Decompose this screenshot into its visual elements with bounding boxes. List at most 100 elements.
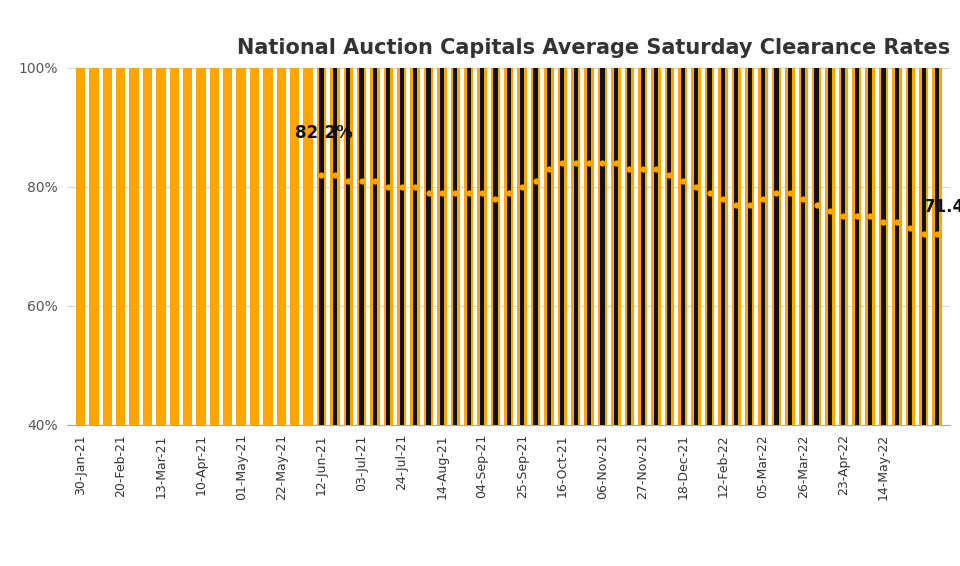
- Bar: [440, 0, 444, 424]
- Bar: [585, 0, 594, 424]
- Bar: [705, 0, 714, 424]
- Bar: [812, 0, 821, 424]
- Bar: [865, 0, 875, 424]
- Bar: [413, 0, 418, 424]
- Bar: [600, 0, 605, 424]
- Bar: [651, 0, 660, 424]
- Bar: [423, 0, 433, 424]
- Bar: [638, 0, 647, 424]
- Bar: [919, 0, 928, 424]
- Bar: [854, 0, 859, 424]
- Bar: [627, 0, 632, 424]
- Bar: [411, 0, 420, 424]
- Bar: [504, 0, 514, 424]
- Bar: [531, 0, 540, 424]
- Bar: [464, 0, 473, 424]
- Bar: [130, 0, 139, 424]
- Bar: [772, 0, 781, 424]
- Bar: [320, 0, 324, 424]
- Bar: [359, 0, 364, 424]
- Bar: [932, 0, 942, 424]
- Bar: [694, 0, 698, 424]
- Bar: [640, 0, 645, 424]
- Bar: [841, 0, 846, 424]
- Bar: [450, 0, 460, 424]
- Bar: [625, 0, 634, 424]
- Bar: [748, 0, 752, 424]
- Bar: [691, 0, 701, 424]
- Bar: [371, 0, 379, 424]
- Bar: [801, 0, 805, 424]
- Bar: [814, 0, 819, 424]
- Bar: [681, 0, 684, 424]
- Bar: [892, 0, 901, 424]
- Text: National Auction Capitals Average Saturday Clearance Rates: National Auction Capitals Average Saturd…: [237, 38, 950, 58]
- Bar: [276, 0, 286, 424]
- Bar: [868, 0, 873, 424]
- Bar: [520, 0, 524, 424]
- Bar: [826, 0, 834, 424]
- Bar: [330, 0, 340, 424]
- Bar: [561, 0, 564, 424]
- Bar: [935, 3, 939, 424]
- Text: 82.2%: 82.2%: [295, 124, 352, 142]
- Bar: [89, 0, 99, 424]
- Bar: [732, 0, 741, 424]
- Bar: [788, 0, 792, 424]
- Bar: [236, 0, 246, 424]
- Bar: [775, 0, 779, 424]
- Bar: [183, 0, 192, 424]
- Bar: [517, 0, 527, 424]
- Bar: [357, 0, 367, 424]
- Bar: [303, 0, 313, 424]
- Bar: [143, 0, 153, 424]
- Bar: [493, 0, 497, 424]
- Bar: [667, 0, 671, 424]
- Bar: [467, 0, 470, 424]
- Bar: [587, 0, 591, 424]
- Bar: [828, 0, 832, 424]
- Bar: [333, 0, 337, 424]
- Bar: [170, 0, 179, 424]
- Bar: [761, 0, 765, 424]
- Bar: [507, 0, 511, 424]
- Bar: [290, 0, 300, 424]
- Bar: [116, 0, 126, 424]
- Bar: [612, 0, 620, 424]
- Bar: [839, 0, 848, 424]
- Bar: [317, 0, 326, 424]
- Bar: [426, 0, 431, 424]
- Bar: [908, 0, 912, 424]
- Bar: [223, 0, 232, 424]
- Bar: [76, 0, 85, 424]
- Bar: [263, 0, 273, 424]
- Bar: [344, 0, 353, 424]
- Bar: [718, 0, 728, 424]
- Bar: [785, 0, 795, 424]
- Bar: [574, 0, 578, 424]
- Bar: [734, 0, 738, 424]
- Bar: [386, 0, 391, 424]
- Bar: [598, 0, 607, 424]
- Bar: [384, 0, 393, 424]
- Bar: [745, 0, 755, 424]
- Bar: [654, 0, 659, 424]
- Bar: [571, 0, 581, 424]
- Bar: [721, 0, 725, 424]
- Bar: [905, 0, 915, 424]
- Bar: [477, 0, 487, 424]
- Bar: [895, 0, 899, 424]
- Bar: [480, 0, 484, 424]
- Bar: [708, 0, 711, 424]
- Bar: [558, 0, 567, 424]
- Bar: [372, 0, 377, 424]
- Bar: [491, 0, 500, 424]
- Bar: [399, 0, 404, 424]
- Bar: [852, 0, 861, 424]
- Bar: [613, 0, 618, 424]
- Bar: [664, 0, 674, 424]
- Bar: [250, 0, 259, 424]
- Bar: [534, 0, 538, 424]
- Bar: [156, 0, 165, 424]
- Bar: [922, 0, 925, 424]
